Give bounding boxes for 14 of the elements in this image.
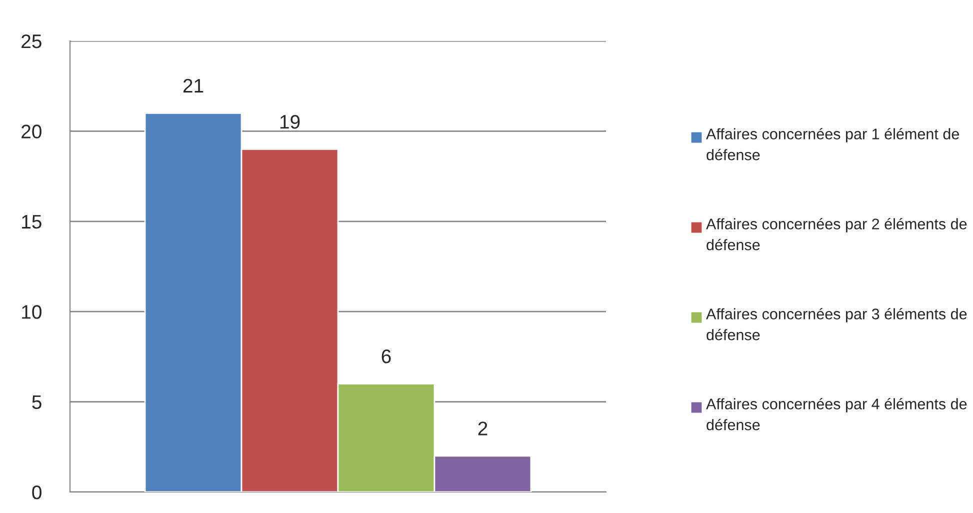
- y-tick-label: 20: [22, 124, 42, 138]
- legend-label: Affaires concernées par 1 élément de défense: [706, 128, 959, 160]
- legend-label: Affaires concernées par 2 éléments de défense: [706, 218, 967, 250]
- y-tick-label: 15: [22, 215, 42, 229]
- legend-label: Affaires concernées par 3 éléments de défense: [706, 308, 967, 340]
- legend-label: Affaires concernées par 4 éléments de défense: [706, 398, 967, 430]
- y-tick-label: 25: [22, 34, 42, 48]
- data-label: 2: [478, 422, 488, 436]
- y-tick-label: 0: [32, 485, 42, 500]
- y-tick-label: 5: [32, 395, 42, 410]
- data-label: 19: [280, 114, 300, 129]
- data-label: 6: [382, 349, 391, 364]
- y-tick-label: 10: [22, 305, 42, 319]
- data-label: 21: [183, 78, 204, 92]
